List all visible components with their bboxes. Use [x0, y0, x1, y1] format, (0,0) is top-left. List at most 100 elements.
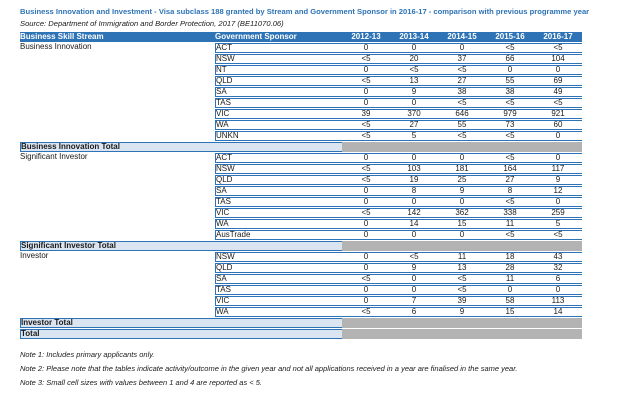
grand-total-blank-cells	[342, 329, 582, 339]
table-row: QLD 0 9 13 28 32	[20, 263, 582, 273]
value-cell: 0	[342, 219, 390, 229]
value-cell: <5	[438, 98, 486, 108]
value-cell: 38	[486, 87, 534, 97]
value-cell: 6	[390, 307, 438, 317]
sponsor-cell: ACT	[215, 153, 342, 163]
grand-total-row: Total	[20, 329, 582, 339]
value-cell: <5	[534, 230, 582, 240]
value-cell: 0	[534, 153, 582, 163]
stream-label: Business Innovation	[20, 42, 92, 51]
value-cell: 13	[438, 263, 486, 273]
value-cell: 0	[342, 43, 390, 53]
value-cell: <5	[342, 76, 390, 86]
value-cell: 0	[534, 65, 582, 75]
sponsor-cell: TAS	[215, 98, 342, 108]
value-cell: <5	[438, 285, 486, 295]
group-total-blank-cells	[342, 142, 582, 152]
value-cell: 0	[342, 186, 390, 196]
sponsor-cell: QLD	[215, 76, 342, 86]
stream-label: Investor	[20, 251, 49, 260]
value-cell: <5	[486, 98, 534, 108]
sponsor-cell: WA	[215, 307, 342, 317]
value-cell: <5	[534, 98, 582, 108]
value-cell: 8	[390, 186, 438, 196]
sponsor-cell: AusTrade	[215, 230, 342, 240]
table-row: Significant Investor ACT 0 0 0 <5 0	[20, 153, 582, 163]
value-cell: 0	[534, 197, 582, 207]
sponsor-cell: NSW	[215, 54, 342, 64]
table-row: SA 0 8 9 8 12	[20, 186, 582, 196]
value-cell: <5	[342, 54, 390, 64]
value-cell: 9	[438, 307, 486, 317]
sponsor-cell: NSW	[215, 252, 342, 262]
table-row: SA <5 0 <5 11 6	[20, 274, 582, 284]
value-cell: 6	[534, 274, 582, 284]
group-total-label: Business Innovation Total	[20, 142, 342, 152]
note-1: Note 1: Includes primary applicants only…	[20, 350, 155, 359]
note-2: Note 2: Please note that the tables indi…	[20, 364, 518, 373]
sponsor-cell: VIC	[215, 208, 342, 218]
sponsor-cell: TAS	[215, 285, 342, 295]
sponsor-cell: WA	[215, 120, 342, 130]
value-cell: 73	[486, 120, 534, 130]
value-cell: <5	[342, 131, 390, 141]
value-cell: 49	[534, 87, 582, 97]
value-cell: 142	[390, 208, 438, 218]
group-total-label: Investor Total	[20, 318, 342, 328]
value-cell: 9	[534, 175, 582, 185]
grand-total-label: Total	[20, 329, 342, 339]
value-cell: 0	[390, 98, 438, 108]
value-cell: 8	[486, 186, 534, 196]
sponsor-cell: UNKN	[215, 131, 342, 141]
value-cell: 0	[342, 252, 390, 262]
sponsor-cell: SA	[215, 87, 342, 97]
table-row: TAS 0 0 0 <5 0	[20, 197, 582, 207]
value-cell: 66	[486, 54, 534, 64]
value-cell: 39	[342, 109, 390, 119]
group-total-blank-cells	[342, 241, 582, 251]
table-row: QLD <5 13 27 55 69	[20, 76, 582, 86]
value-cell: <5	[438, 65, 486, 75]
value-cell: <5	[390, 252, 438, 262]
sponsor-cell: TAS	[215, 197, 342, 207]
value-cell: 27	[486, 175, 534, 185]
col-header-business-skill-stream: Business Skill Stream	[20, 32, 215, 42]
sponsor-cell: ACT	[215, 43, 342, 53]
value-cell: 0	[342, 230, 390, 240]
sponsor-cell: NSW	[215, 164, 342, 174]
col-header-2016-17: 2016-17	[534, 32, 582, 42]
value-cell: 0	[390, 43, 438, 53]
col-header-2012-13: 2012-13	[342, 32, 390, 42]
table-row: Business Innovation ACT 0 0 0 <5 <5	[20, 43, 582, 53]
value-cell: 113	[534, 296, 582, 306]
value-cell: 9	[390, 263, 438, 273]
value-cell: 0	[342, 87, 390, 97]
value-cell: <5	[342, 164, 390, 174]
stream-label: Significant Investor	[20, 152, 88, 161]
col-header-2015-16: 2015-16	[486, 32, 534, 42]
value-cell: 181	[438, 164, 486, 174]
value-cell: 43	[534, 252, 582, 262]
value-cell: <5	[438, 274, 486, 284]
report-source: Source: Department of Immigration and Bo…	[20, 19, 284, 28]
value-cell: 103	[390, 164, 438, 174]
value-cell: <5	[390, 65, 438, 75]
table-row: NT 0 <5 <5 0 0	[20, 65, 582, 75]
value-cell: 11	[486, 274, 534, 284]
value-cell: 9	[390, 87, 438, 97]
value-cell: 15	[486, 307, 534, 317]
table-row: TAS 0 0 <5 0 0	[20, 285, 582, 295]
value-cell: 19	[390, 175, 438, 185]
value-cell: 646	[438, 109, 486, 119]
value-cell: 32	[534, 263, 582, 273]
value-cell: <5	[534, 43, 582, 53]
table-header-row: Business Skill Stream Government Sponsor…	[20, 32, 582, 42]
value-cell: 9	[438, 186, 486, 196]
value-cell: <5	[342, 208, 390, 218]
sponsor-cell: VIC	[215, 296, 342, 306]
value-cell: 0	[390, 197, 438, 207]
value-cell: 7	[390, 296, 438, 306]
value-cell: 5	[390, 131, 438, 141]
value-cell: 39	[438, 296, 486, 306]
table-row: VIC <5 142 362 338 259	[20, 208, 582, 218]
